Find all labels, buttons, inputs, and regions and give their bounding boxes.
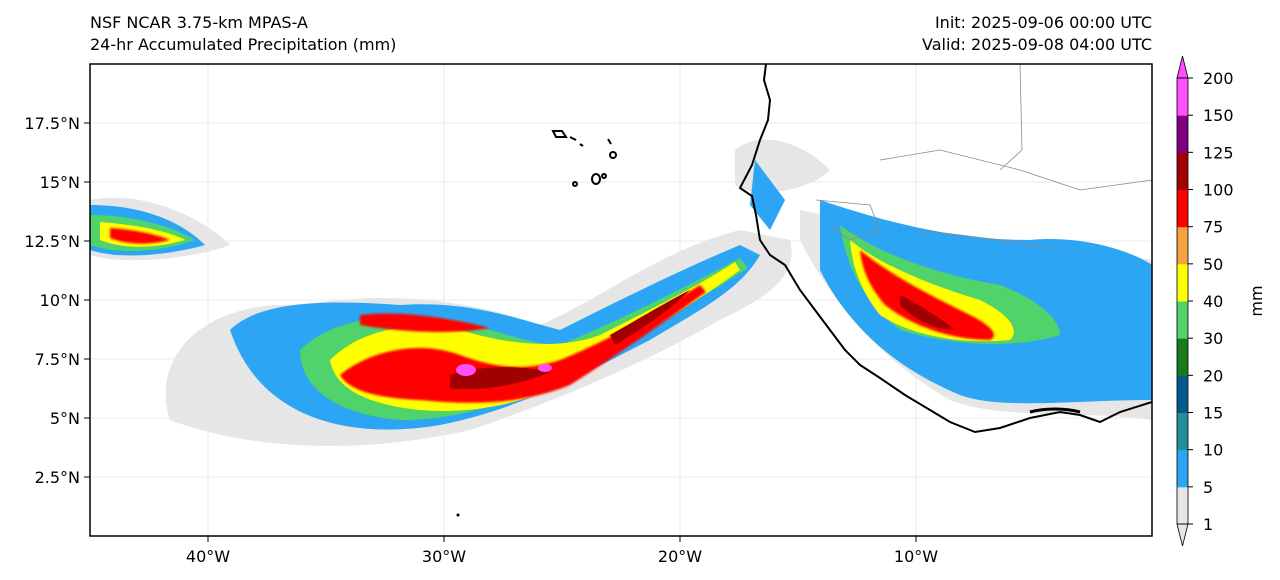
lon-tick-label: 40°W [186,547,230,566]
maximum-rain-spots [456,364,552,376]
field-title: 24-hr Accumulated Precipitation (mm) [90,35,397,54]
colorbar-tick-label: 5 [1203,478,1213,497]
lat-tick-label: 10°N [40,291,80,310]
lat-tick-label: 12.5°N [24,232,80,251]
colorbar-tick-label: 150 [1203,106,1234,125]
colorbar-tick-label: 15 [1203,404,1223,423]
colorbar-segment [1177,78,1188,116]
valid-time: Valid: 2025-09-08 04:00 UTC [921,35,1152,54]
colorbar-segment [1177,152,1188,190]
colorbar-segment [1177,338,1188,376]
lon-tick-label: 30°W [422,547,466,566]
model-title: NSF NCAR 3.75-km MPAS-A [90,13,308,32]
colorbar-min-arrow [1176,523,1189,547]
colorbar-unit-label: mm [1247,285,1266,316]
very-heavy-rain-area [110,228,994,403]
colorbar-segment [1177,226,1188,265]
colorbar-segment [1177,375,1188,413]
colorbar-tick-label: 40 [1203,292,1223,311]
lat-tick-label: 7.5°N [35,350,80,369]
colorbar-max-arrow [1176,55,1189,79]
init-time: Init: 2025-09-06 00:00 UTC [934,13,1152,32]
colorbar-segment [1177,486,1188,525]
colorbar-tick-label: 20 [1203,366,1223,385]
lat-tick-label: 2.5°N [35,468,80,487]
colorbar-segment [1177,449,1188,488]
colorbar-tick-label: 100 [1203,181,1234,200]
precipitation-field [90,139,1152,447]
colorbar-tick-label: 50 [1203,255,1223,274]
lat-tick-label: 5°N [50,409,80,428]
map-axes: 2.5°N 5°N 7.5°N 10°N 12.5°N 15°N 17.5°N 40°W 30°… [24,114,938,566]
colorbar-segment [1177,301,1188,339]
colorbar-tick-label: 10 [1203,441,1223,460]
colorbar-segment [1177,412,1188,451]
coastlines [456,64,1152,517]
lat-tick-label: 15°N [40,173,80,192]
colorbar-tick-label: 1 [1203,515,1213,534]
colorbar-tick-label: 75 [1203,218,1223,237]
lon-tick-label: 20°W [658,547,702,566]
cape-verde-islands [551,130,617,187]
lat-tick-label: 17.5°N [24,114,80,133]
colorbar-tick-label: 200 [1203,69,1234,88]
colorbar-segment [1177,263,1188,302]
colorbar-tick-label: 125 [1203,143,1234,162]
colorbar-tick-label: 30 [1203,329,1223,348]
colorbar-segment [1177,115,1188,153]
lon-tick-label: 10°W [894,547,938,566]
colorbar-segment [1177,189,1188,228]
